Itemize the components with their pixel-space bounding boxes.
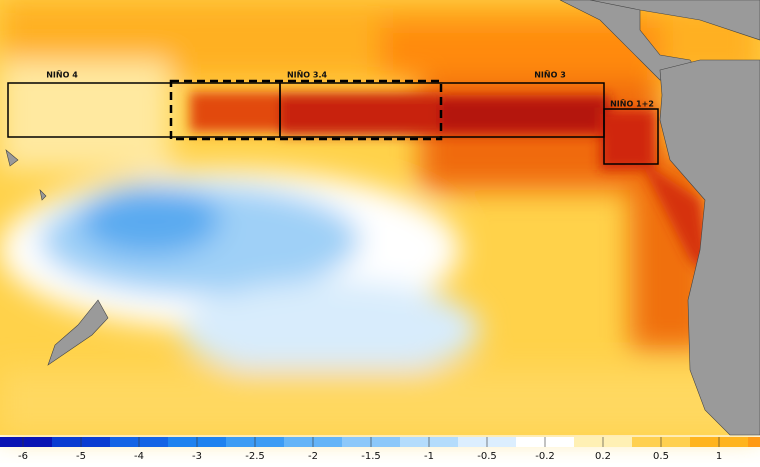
colorbar-tick-label: -1.5: [361, 451, 381, 462]
colorbar-tick-label: -3: [192, 451, 202, 462]
colorbar-tick-label: -0.2: [535, 451, 555, 462]
colorbar-tick-label: -6: [18, 451, 28, 462]
colorbar-tick-label: -5: [76, 451, 86, 462]
region-label: NIÑO 1+2: [610, 99, 654, 109]
nino12-box: [603, 108, 659, 165]
colorbar-tick-label: -2.5: [245, 451, 265, 462]
colorbar-tick-label: -1: [424, 451, 434, 462]
colorbar-tick-label: -2: [308, 451, 318, 462]
colorbar-segment: [748, 437, 760, 447]
nino34-box: [169, 79, 443, 141]
colorbar-tick-label: 1: [716, 451, 722, 462]
colorbar: -6 -5 -4 -3 -2.5 -2 -1.5 -1 -0.5 -0.2 0.2 0.5 1: [0, 437, 760, 462]
sst-map: [0, 0, 760, 436]
colorbar-tick-label: -4: [134, 451, 144, 462]
colorbar-tick-label: -0.5: [477, 451, 497, 462]
colorbar-tick-label: 0.2: [595, 451, 611, 462]
nino-boxes: [7, 79, 659, 165]
region-label: NIÑO 3.4: [287, 70, 328, 80]
region-label: NIÑO 3: [534, 70, 566, 80]
colorbar-tick-label: 0.5: [653, 451, 669, 462]
colorbar-segment: [0, 437, 52, 447]
region-label: NIÑO 4: [46, 70, 78, 80]
